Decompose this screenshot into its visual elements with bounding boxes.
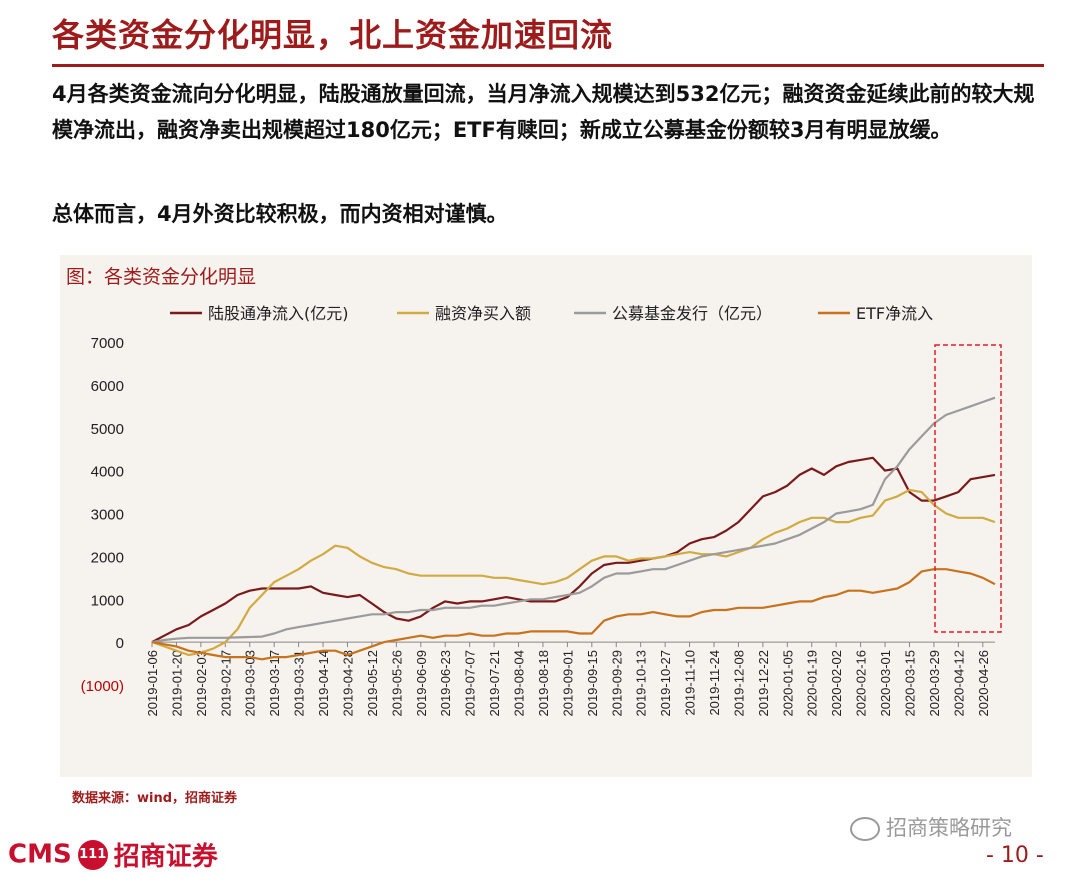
x-tick-label: 2020-04-26 <box>976 650 991 717</box>
x-tick-label: 2019-09-01 <box>560 650 575 717</box>
x-tick-label: 2019-12-22 <box>756 650 771 717</box>
summary-paragraph: 4月各类资金流向分化明显，陆股通放量回流，当月净流入规模达到532亿元；融资资金… <box>52 82 1035 142</box>
x-tick-label: 2019-03-03 <box>243 650 258 717</box>
y-tick-label: (1000) <box>81 678 124 695</box>
x-tick-label: 2020-02-02 <box>829 650 844 717</box>
company-logo: CMS 111 招商证券 <box>8 836 218 873</box>
x-tick-label: 2019-06-09 <box>414 650 429 717</box>
x-tick-label: 2019-08-18 <box>536 650 551 717</box>
logo-badge-icon: 111 <box>77 839 108 870</box>
series-line-1 <box>151 456 996 644</box>
x-tick-label: 2019-04-28 <box>340 650 355 717</box>
series-lines <box>151 396 996 661</box>
x-tick-label: 2019-01-20 <box>169 650 184 717</box>
x-tick-label: 2020-01-05 <box>780 650 795 717</box>
x-axis: 2019-01-06 2019-01-20 2019-02-03 2019-02-17… <box>145 641 995 717</box>
x-tick-label: 2019-02-03 <box>194 650 209 717</box>
y-tick-label: 2000 <box>91 549 124 566</box>
source-note: 数据来源：wind，招商证券 <box>72 791 238 806</box>
y-tick-label: 1000 <box>91 592 124 609</box>
x-tick-label: 2019-03-17 <box>267 650 282 717</box>
x-tick-label: 2019-09-29 <box>609 650 624 717</box>
chart-legend: 陆股通净流入(亿元) 融资净买入额 公募基金发行（亿元） ETF净流入 <box>170 304 933 323</box>
x-tick-label: 2019-11-10 <box>683 650 698 716</box>
x-tick-label: 2020-04-12 <box>951 650 966 717</box>
x-tick-label: 2019-10-13 <box>634 650 649 717</box>
y-tick-label: 5000 <box>91 421 124 438</box>
page-number: - 10 - <box>986 843 1044 868</box>
y-tick-label: 6000 <box>91 378 124 395</box>
y-tick-label: 3000 <box>91 507 124 524</box>
series-line-4 <box>151 568 996 661</box>
legend-label-4: ETF净流入 <box>856 304 933 323</box>
x-tick-label: 2020-02-16 <box>854 650 869 717</box>
chart-caption: 图：各类资金分化明显 <box>66 266 257 288</box>
x-tick-label: 2019-03-31 <box>292 650 307 717</box>
series-line-3 <box>151 396 996 644</box>
x-tick-label: 2020-03-01 <box>878 650 893 717</box>
watermark: 招商策略研究 <box>850 812 1012 842</box>
legend-label-3: 公募基金发行（亿元） <box>612 304 772 323</box>
wechat-icon <box>850 817 880 841</box>
x-tick-label: 2019-02-17 <box>218 650 233 717</box>
x-tick-label: 2019-06-23 <box>438 650 453 717</box>
x-tick-label: 2019-01-06 <box>145 650 160 717</box>
x-tick-label: 2020-03-29 <box>927 650 942 717</box>
x-tick-label: 2019-05-12 <box>365 650 380 717</box>
y-tick-label: 0 <box>116 635 124 652</box>
watermark-text: 招商策略研究 <box>886 816 1012 840</box>
x-tick-label: 2019-04-14 <box>316 650 331 717</box>
x-tick-label: 2019-07-21 <box>487 650 502 717</box>
x-tick-label: 2019-10-27 <box>658 650 673 717</box>
slide-title: 各类资金分化明显，北上资金加速回流 <box>52 16 614 54</box>
conclusion-paragraph: 总体而言，4月外资比较积极，而内资相对谨慎。 <box>52 202 508 226</box>
x-tick-label: 2019-08-04 <box>512 650 527 717</box>
x-tick-label: 2020-01-19 <box>805 650 820 717</box>
x-tick-label: 2019-12-08 <box>731 650 746 717</box>
legend-label-1: 陆股通净流入(亿元) <box>208 304 349 323</box>
x-tick-label: 2020-03-15 <box>902 650 917 717</box>
y-tick-label: 4000 <box>91 464 124 481</box>
legend-label-2: 融资净买入额 <box>435 304 531 323</box>
title-rule <box>52 64 1044 67</box>
highlight-box <box>934 344 1002 633</box>
x-tick-label: 2019-09-15 <box>585 650 600 717</box>
x-tick-label: 2019-05-26 <box>389 650 404 717</box>
logo-cms: CMS <box>8 839 72 870</box>
series-line-2 <box>151 488 996 657</box>
y-axis: (1000) 0 1000 2000 3000 4000 5000 6000 7000 <box>81 335 124 695</box>
logo-name: 招商证券 <box>113 842 218 872</box>
y-tick-label: 7000 <box>91 335 124 352</box>
x-tick-label: 2019-11-24 <box>707 650 722 716</box>
x-tick-label: 2019-07-07 <box>463 650 478 717</box>
